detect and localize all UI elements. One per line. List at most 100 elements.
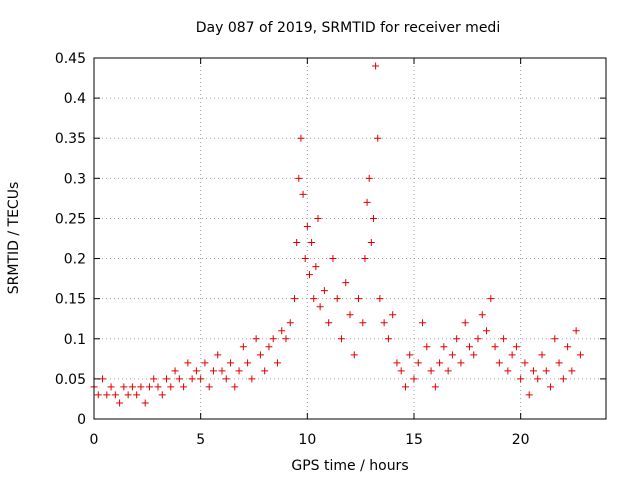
data-point — [359, 319, 367, 327]
data-point — [252, 335, 260, 343]
data-point — [175, 375, 183, 383]
data-point — [337, 335, 345, 343]
data-point — [457, 359, 465, 367]
y-tick-label: 0.4 — [64, 91, 86, 107]
x-axis-label: GPS time / hours — [291, 458, 408, 474]
data-point — [478, 311, 486, 319]
data-point — [171, 367, 179, 375]
data-point — [361, 255, 369, 263]
data-point — [222, 375, 230, 383]
x-tick-label: 0 — [90, 432, 99, 448]
data-point — [320, 287, 328, 295]
data-point — [133, 391, 141, 399]
data-point — [310, 295, 318, 303]
data-point — [529, 367, 537, 375]
data-point — [301, 255, 309, 263]
data-point — [184, 359, 192, 367]
data-point — [342, 279, 350, 287]
data-point — [325, 319, 333, 327]
data-point — [436, 359, 444, 367]
data-point — [551, 335, 559, 343]
data-point — [559, 375, 567, 383]
y-tick-label: 0 — [77, 412, 86, 428]
data-point — [568, 367, 576, 375]
x-tick-label: 15 — [405, 432, 423, 448]
data-point — [214, 351, 222, 359]
data-point — [448, 351, 456, 359]
data-point — [111, 391, 119, 399]
y-axis-label: SRMTID / TECUs — [6, 182, 22, 295]
data-point — [293, 239, 301, 247]
y-tick-label: 0.3 — [64, 171, 86, 187]
data-point — [423, 343, 431, 351]
data-point — [297, 134, 305, 142]
data-point — [303, 222, 311, 230]
data-point — [316, 303, 324, 311]
data-point — [278, 327, 286, 335]
data-point — [329, 255, 337, 263]
data-point — [94, 391, 102, 399]
data-point — [265, 343, 273, 351]
data-point — [355, 295, 363, 303]
data-point — [305, 271, 313, 279]
data-point — [414, 359, 422, 367]
data-point — [504, 367, 512, 375]
data-point — [158, 391, 166, 399]
plot-frame — [93, 57, 607, 420]
y-tick-label: 0.35 — [55, 131, 86, 147]
data-point — [374, 134, 382, 142]
data-point — [235, 367, 243, 375]
data-point — [116, 399, 124, 407]
data-point — [256, 351, 264, 359]
data-point — [487, 295, 495, 303]
data-point — [512, 343, 520, 351]
data-point — [299, 190, 307, 198]
data-point — [308, 239, 316, 247]
data-point — [107, 383, 115, 391]
data-point — [145, 383, 153, 391]
data-point — [500, 335, 508, 343]
data-point — [269, 335, 277, 343]
y-tick-label: 0.05 — [55, 372, 86, 388]
data-point — [440, 343, 448, 351]
data-point — [461, 319, 469, 327]
data-point — [508, 351, 516, 359]
data-point — [350, 351, 358, 359]
data-point — [273, 359, 281, 367]
data-point — [141, 399, 149, 407]
grid — [94, 58, 606, 419]
data-point — [167, 383, 175, 391]
data-point — [291, 295, 299, 303]
data-point — [542, 367, 550, 375]
data-point — [333, 295, 341, 303]
data-point — [120, 383, 128, 391]
data-point — [517, 375, 525, 383]
data-point — [124, 391, 132, 399]
data-point — [453, 335, 461, 343]
chart-title: Day 087 of 2019, SRMTID for receiver med… — [196, 20, 500, 36]
data-point — [564, 343, 572, 351]
data-point — [380, 319, 388, 327]
axis-ticks: 0 0.05 0.1 0.15 0.2 0.25 0.3 0.35 0.4 0.45 0 5 10 15 2… — [55, 51, 606, 448]
data-point — [555, 359, 563, 367]
data-point — [397, 367, 405, 375]
x-tick-label: 20 — [512, 432, 530, 448]
data-point — [470, 351, 478, 359]
x-tick-label: 10 — [298, 432, 316, 448]
data-point — [201, 359, 209, 367]
data-point — [261, 367, 269, 375]
data-point — [346, 311, 354, 319]
data-point — [372, 62, 380, 70]
data-point — [474, 335, 482, 343]
data-point — [393, 359, 401, 367]
data-point — [367, 239, 375, 247]
data-point — [547, 383, 555, 391]
data-point — [419, 319, 427, 327]
data-point — [231, 383, 239, 391]
data-point — [369, 214, 377, 222]
data-point — [312, 263, 320, 271]
data-point — [286, 319, 294, 327]
data-point — [239, 343, 247, 351]
data-point — [188, 375, 196, 383]
